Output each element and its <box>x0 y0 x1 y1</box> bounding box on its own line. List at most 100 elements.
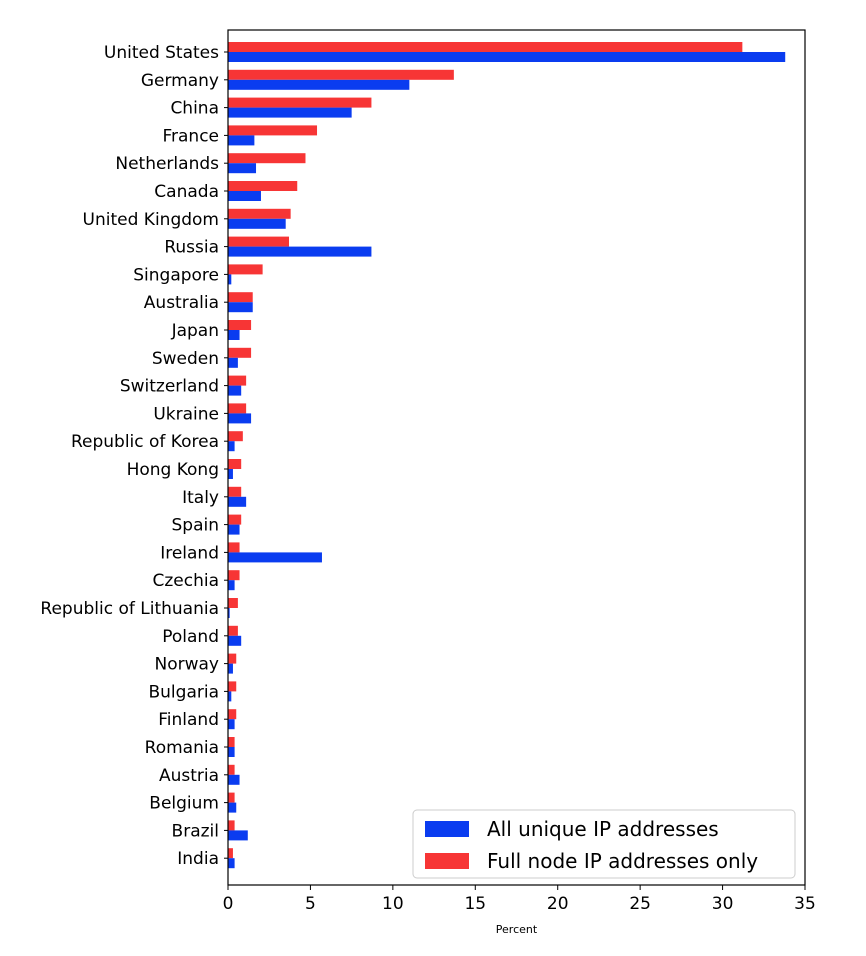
bar-all-unique-czechia <box>228 580 235 591</box>
category-label-switzerland: Switzerland <box>120 377 219 397</box>
category-label-poland: Poland <box>162 627 219 647</box>
bar-full-node-japan <box>228 320 252 330</box>
bar-full-node-hong-kong <box>228 459 242 469</box>
bar-full-node-france <box>228 125 318 136</box>
bar-all-unique-netherlands <box>228 163 257 174</box>
x-tick-label-5: 5 <box>305 894 316 914</box>
x-axis-title: Percent <box>496 923 538 936</box>
x-tick-label-25: 25 <box>629 894 651 914</box>
bar-all-unique-united-states <box>228 52 786 62</box>
category-label-austria: Austria <box>159 766 219 786</box>
bar-full-node-republic-of-lithuania <box>228 598 238 608</box>
category-labels: United States Germany China France Netherlan… <box>40 43 228 869</box>
bar-full-node-finland <box>228 709 237 720</box>
category-label-bulgaria: Bulgaria <box>149 682 220 702</box>
category-label-russia: Russia <box>164 238 219 258</box>
bar-full-node-republic-of-korea <box>228 431 243 442</box>
category-label-hong-kong: Hong Kong <box>127 460 219 480</box>
category-label-canada: Canada <box>154 182 219 202</box>
legend-label-all-unique: All unique IP addresses <box>487 817 719 841</box>
x-tick-label-15: 15 <box>464 894 486 914</box>
bar-full-node-brazil <box>228 820 235 831</box>
bar-full-node-ukraine <box>228 403 247 414</box>
category-label-sweden: Sweden <box>152 349 219 369</box>
bar-all-unique-hong-kong <box>228 469 233 479</box>
category-label-spain: Spain <box>172 516 220 536</box>
bar-all-unique-united-kingdom <box>228 218 286 229</box>
bar-all-unique-poland <box>228 635 242 646</box>
bar-full-node-czechia <box>228 570 240 581</box>
bar-full-node-poland <box>228 625 238 636</box>
bar-all-unique-bulgaria <box>228 691 232 702</box>
bar-all-unique-germany <box>228 79 410 90</box>
bar-full-node-bulgaria <box>228 681 237 692</box>
category-label-united-kingdom: United Kingdom <box>83 210 219 230</box>
bar-all-unique-norway <box>228 663 233 674</box>
bar-full-node-australia <box>228 292 253 303</box>
category-label-netherlands: Netherlands <box>115 154 219 174</box>
category-label-belgium: Belgium <box>149 794 219 814</box>
bar-full-node-italy <box>228 486 242 497</box>
x-tick-label-0: 0 <box>223 894 234 914</box>
bars-layer <box>228 42 786 869</box>
category-label-ukraine: Ukraine <box>153 404 219 424</box>
category-label-france: France <box>162 126 219 146</box>
bar-full-node-canada <box>228 181 298 191</box>
category-label-japan: Japan <box>171 321 219 341</box>
bar-all-unique-finland <box>228 719 235 730</box>
x-tick-label-30: 30 <box>712 894 734 914</box>
x-ticks: 0 5 10 15 20 25 30 35 <box>223 885 816 914</box>
bar-all-unique-ukraine <box>228 413 252 424</box>
category-label-singapore: Singapore <box>133 265 219 285</box>
legend: All unique IP addresses Full node IP add… <box>412 809 796 879</box>
bar-full-node-spain <box>228 514 242 525</box>
bar-all-unique-singapore <box>228 274 232 285</box>
bar-all-unique-austria <box>228 774 240 785</box>
category-label-romania: Romania <box>145 738 219 758</box>
category-label-ireland: Ireland <box>160 543 219 563</box>
category-label-norway: Norway <box>155 655 220 675</box>
bar-full-node-russia <box>228 236 289 247</box>
bar-all-unique-republic-of-lithuania <box>228 608 230 618</box>
bar-full-node-sweden <box>228 347 252 358</box>
bar-full-node-united-states <box>228 42 743 52</box>
bar-full-node-singapore <box>228 264 263 275</box>
bar-all-unique-canada <box>228 191 261 201</box>
bar-all-unique-republic-of-korea <box>228 441 235 452</box>
category-label-brazil: Brazil <box>172 821 219 841</box>
category-label-finland: Finland <box>158 710 219 730</box>
category-label-germany: Germany <box>141 71 219 91</box>
bar-all-unique-italy <box>228 496 247 507</box>
bar-all-unique-russia <box>228 246 372 257</box>
legend-swatch-full-node <box>425 853 469 869</box>
bar-full-node-united-kingdom <box>228 208 291 219</box>
category-label-india: India <box>177 849 219 869</box>
bar-all-unique-japan <box>228 330 240 340</box>
category-label-australia: Australia <box>144 293 219 313</box>
legend-swatch-all-unique <box>425 821 469 837</box>
bar-full-node-india <box>228 848 233 859</box>
bar-full-node-austria <box>228 764 235 775</box>
x-tick-label-35: 35 <box>794 894 816 914</box>
bar-all-unique-romania <box>228 747 235 757</box>
bar-full-node-ireland <box>228 542 240 553</box>
x-tick-label-10: 10 <box>382 894 404 914</box>
bar-all-unique-china <box>228 107 352 118</box>
bar-all-unique-spain <box>228 524 240 535</box>
bar-full-node-netherlands <box>228 153 306 164</box>
category-label-czechia: Czechia <box>152 571 219 591</box>
bar-full-node-china <box>228 97 372 108</box>
bar-full-node-switzerland <box>228 375 247 386</box>
bar-all-unique-belgium <box>228 802 237 813</box>
plot-frame <box>227 29 806 886</box>
bar-all-unique-sweden <box>228 357 238 368</box>
bar-all-unique-switzerland <box>228 385 242 396</box>
legend-label-full-node: Full node IP addresses only <box>487 849 758 873</box>
bar-all-unique-france <box>228 135 255 146</box>
legend-box <box>412 809 796 879</box>
category-label-china: China <box>170 99 219 119</box>
bar-all-unique-india <box>228 858 235 869</box>
category-label-republic-of-lithuania: Republic of Lithuania <box>40 599 219 619</box>
category-label-italy: Italy <box>182 488 219 508</box>
